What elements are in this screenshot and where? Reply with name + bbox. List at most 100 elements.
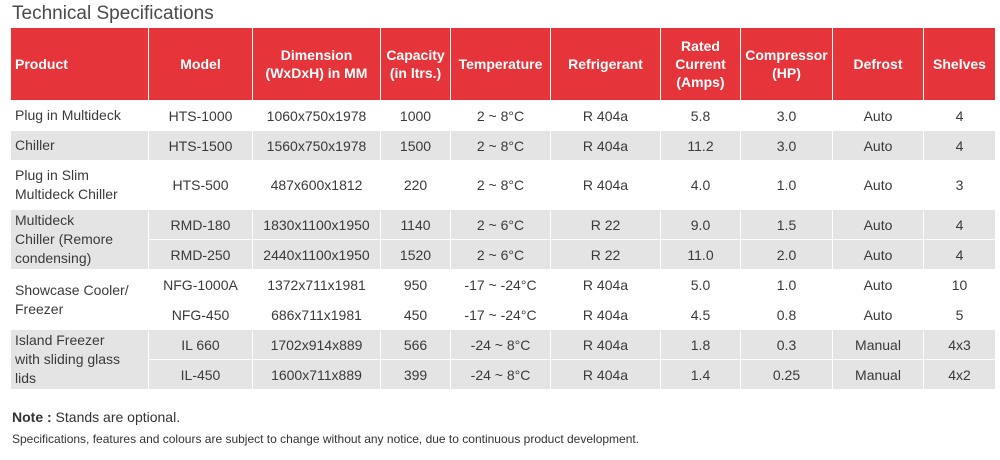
header-dimension: Dimension (WxDxH) in MM [252, 27, 381, 101]
dimension-cell: 1702x914x889 [252, 329, 381, 360]
current-cell: 5.8 [660, 100, 741, 131]
header-compressor-line-1: Compressor [745, 47, 828, 63]
current-cell: 1.4 [660, 359, 741, 390]
dimension-cell: 2440x1100x1950 [252, 239, 381, 270]
current-cell: 9.0 [660, 209, 741, 240]
refrigerant-cell: R 22 [550, 239, 661, 270]
compressor-cell: 0.3 [740, 329, 833, 360]
header-capacity-line-1: Capacity [386, 47, 445, 63]
model-cell: IL 660 [148, 329, 253, 360]
dimension-cell: 1600x711x889 [252, 359, 381, 390]
current-cell: 11.0 [660, 239, 741, 270]
header-rated-current: Rated Current (Amps) [660, 27, 741, 101]
current-cell: 4.0 [660, 160, 741, 210]
defrost-cell: Auto [832, 239, 924, 270]
product-name-line: Plug in Slim [15, 167, 89, 183]
model-cell: NFG-450 [148, 299, 253, 330]
current-cell: 11.2 [660, 130, 741, 161]
product-name-line: condensing) [15, 250, 92, 266]
temperature-cell: 2 ~ 8°C [450, 160, 551, 210]
product-name-line: Showcase Cooler/ [15, 281, 129, 298]
shelves-cell: 4x3 [923, 329, 996, 360]
refrigerant-cell: R 404a [550, 269, 661, 300]
temperature-cell: 2 ~ 8°C [450, 130, 551, 161]
table-row: Island Freezer with sliding glass lids IL … [10, 329, 996, 390]
product-cell: Chiller [10, 130, 149, 161]
refrigerant-cell: R 404a [550, 329, 661, 360]
header-refrigerant: Refrigerant [550, 27, 661, 101]
product-name-line: Plug in Multideck [15, 107, 121, 123]
capacity-cell: 450 [380, 299, 451, 330]
defrost-cell: Auto [832, 299, 924, 330]
product-cell: Island Freezer with sliding glass lids [10, 329, 149, 390]
capacity-cell: 950 [380, 269, 451, 300]
refrigerant-cell: R 22 [550, 209, 661, 240]
header-dimension-line-2: (WxDxH) in MM [265, 65, 368, 81]
header-model: Model [148, 27, 253, 101]
header-capacity: Capacity (in ltrs.) [380, 27, 451, 101]
dimension-cell: 487x600x1812 [252, 160, 381, 210]
temperature-cell: -24 ~ 8°C [450, 329, 551, 360]
shelves-cell: 4 [923, 239, 996, 270]
table-row: Showcase Cooler/Freezer NFG-1000A 1372x7… [10, 269, 996, 330]
model-cell: NFG-1000A [148, 269, 253, 300]
product-name-line: Chiller [15, 137, 55, 153]
dimension-cell: 1372x711x1981 [252, 269, 381, 300]
product-cell: Plug in Multideck [10, 100, 149, 131]
capacity-cell: 1140 [380, 209, 451, 240]
shelves-cell: 4x2 [923, 359, 996, 390]
capacity-cell: 1000 [380, 100, 451, 131]
product-cell: Multideck Chiller (Remore condensing) [10, 209, 149, 270]
dimension-cell: 1830x1100x1950 [252, 209, 381, 240]
capacity-cell: 1520 [380, 239, 451, 270]
defrost-cell: Auto [832, 209, 924, 240]
product-cell: Plug in Slim Multideck Chiller [10, 160, 149, 210]
table-row: NFG-450 686x711x1981 450 -17 ~ -24°C R 4… [11, 299, 996, 330]
product-cell: Showcase Cooler/Freezer [10, 269, 149, 330]
header-current-line-1: Rated [681, 38, 720, 54]
model-cell: HTS-500 [148, 160, 253, 210]
shelves-cell: 3 [923, 160, 996, 210]
table-header-row: Product Model Dimension (WxDxH) in MM Cap… [10, 27, 996, 101]
page-title: Technical Specifications [12, 3, 214, 24]
header-temperature: Temperature [450, 27, 551, 101]
capacity-cell: 220 [380, 160, 451, 210]
disclaimer: Specifications, features and colours are… [12, 432, 640, 446]
compressor-cell: 1.0 [740, 160, 833, 210]
header-shelves: Shelves [923, 27, 996, 101]
table-row: Chiller HTS-1500 1560x750x1978 1500 2 ~ … [10, 130, 996, 161]
table-row: Multideck Chiller (Remore condensing) RMD-… [10, 209, 996, 270]
product-name-line: with sliding glass [15, 351, 121, 367]
header-current-line-2: Current [675, 56, 726, 72]
product-name-line: Island Freezer [15, 332, 105, 348]
header-dimension-line-1: Dimension [280, 47, 353, 63]
table-row: Plug in Slim Multideck Chiller HTS-500 48… [10, 160, 996, 210]
product-name-line: Multideck Chiller [15, 186, 118, 202]
note-label: Note : [12, 409, 52, 425]
model-cell: HTS-1500 [148, 130, 253, 161]
temperature-cell: -17 ~ -24°C [450, 299, 551, 330]
note: Note : Stands are optional. [12, 409, 180, 425]
compressor-cell: 0.25 [740, 359, 833, 390]
defrost-cell: Manual [832, 329, 924, 360]
defrost-cell: Manual [832, 359, 924, 390]
current-cell: 4.5 [660, 299, 741, 330]
current-cell: 5.0 [660, 269, 741, 300]
capacity-cell: 1500 [380, 130, 451, 161]
product-name-line: Freezer [15, 300, 64, 317]
specifications-table: Product Model Dimension (WxDxH) in MM Cap… [10, 27, 996, 390]
compressor-cell: 1.5 [740, 209, 833, 240]
note-text: Stands are optional. [51, 409, 181, 425]
shelves-cell: 4 [923, 130, 996, 161]
product-name-line: Multideck [15, 212, 75, 228]
model-cell: IL-450 [148, 359, 253, 390]
compressor-cell: 0.8 [740, 299, 833, 330]
refrigerant-cell: R 404a [550, 160, 661, 210]
header-compressor-line-2: (HP) [772, 65, 801, 81]
shelves-cell: 10 [923, 269, 996, 300]
header-current-line-3: (Amps) [676, 74, 725, 90]
temperature-cell: 2 ~ 8°C [450, 100, 551, 131]
temperature-cell: -17 ~ -24°C [450, 269, 551, 300]
temperature-cell: 2 ~ 6°C [450, 239, 551, 270]
defrost-cell: Auto [832, 130, 924, 161]
